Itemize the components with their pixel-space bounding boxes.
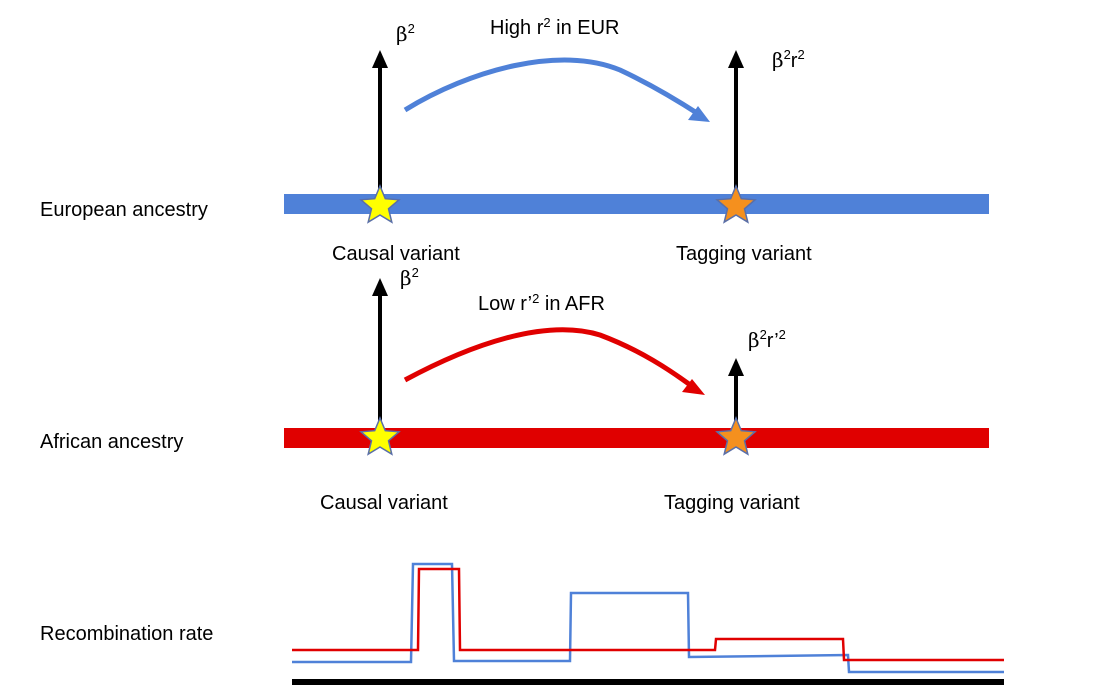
eur-causal-beta: β xyxy=(396,22,408,46)
afr-causal-beta-exp: 2 xyxy=(411,265,419,280)
eur-chromosome-bar xyxy=(284,194,989,214)
afr-ld-curve-arrow xyxy=(403,327,695,390)
afr-causal-arrowhead xyxy=(372,278,388,296)
eur-recombination-line xyxy=(292,562,1004,674)
afr-chromosome-bar xyxy=(284,428,989,448)
afr-causal-effect-label: β2 xyxy=(400,265,419,290)
eur-tagging-variant-label: Tagging variant xyxy=(676,243,812,265)
afr-ld-curve-arrowhead xyxy=(682,379,705,395)
afr-tagging-arrowhead xyxy=(728,358,744,376)
eur-ld-exp: 2 xyxy=(543,15,551,30)
afr-tagging-variant-label: Tagging variant xyxy=(664,492,800,514)
eur-tagging-r: r xyxy=(790,50,798,72)
afr-tagging-beta: β xyxy=(748,328,760,352)
eur-causal-effect-label: β2 xyxy=(396,21,415,46)
afr-tagging-effect-label: β2r’2 xyxy=(748,327,786,352)
recombination-row-label: Recombination rate xyxy=(40,623,214,645)
afr-tagging-r: r’ xyxy=(766,330,779,352)
eur-causal-beta-exp: 2 xyxy=(407,21,415,36)
eur-causal-variant-label: Causal variant xyxy=(332,243,460,265)
eur-tagging-effect-label: β2r2 xyxy=(772,47,805,72)
eur-causal-star-icon xyxy=(359,184,401,224)
afr-tagging-r-exp: 2 xyxy=(778,327,786,342)
eur-tagging-r-exp: 2 xyxy=(797,47,805,62)
afr-row-label: African ancestry xyxy=(40,431,184,453)
afr-causal-star-icon xyxy=(359,416,401,456)
eur-ld-curve-arrowhead xyxy=(688,106,710,122)
afr-ld-exp: 2 xyxy=(532,291,540,306)
eur-tagging-beta-exp: 2 xyxy=(783,47,791,62)
afr-ld-annotation: Low r’2 in AFR xyxy=(478,291,605,315)
afr-tagging-beta-exp: 2 xyxy=(759,327,767,342)
eur-causal-arrowhead xyxy=(372,50,388,68)
afr-ld-text: Low r’ xyxy=(478,293,533,315)
eur-ld-suffix: in EUR xyxy=(550,17,620,39)
eur-ld-annotation: High r2 in EUR xyxy=(490,15,620,39)
afr-tagging-star-icon xyxy=(715,416,757,456)
afr-recombination-line xyxy=(292,567,1004,662)
eur-ld-curve-arrow xyxy=(403,57,702,118)
eur-tagging-star-icon xyxy=(715,184,757,224)
genome-axis-bar xyxy=(292,679,1004,685)
eur-tagging-arrowhead xyxy=(728,50,744,68)
afr-ld-suffix: in AFR xyxy=(539,293,605,315)
afr-causal-beta: β xyxy=(400,266,412,290)
afr-causal-variant-label: Causal variant xyxy=(320,492,448,514)
eur-tagging-beta: β xyxy=(772,48,784,72)
eur-row-label: European ancestry xyxy=(40,199,208,221)
eur-ld-text: High r xyxy=(490,17,544,39)
